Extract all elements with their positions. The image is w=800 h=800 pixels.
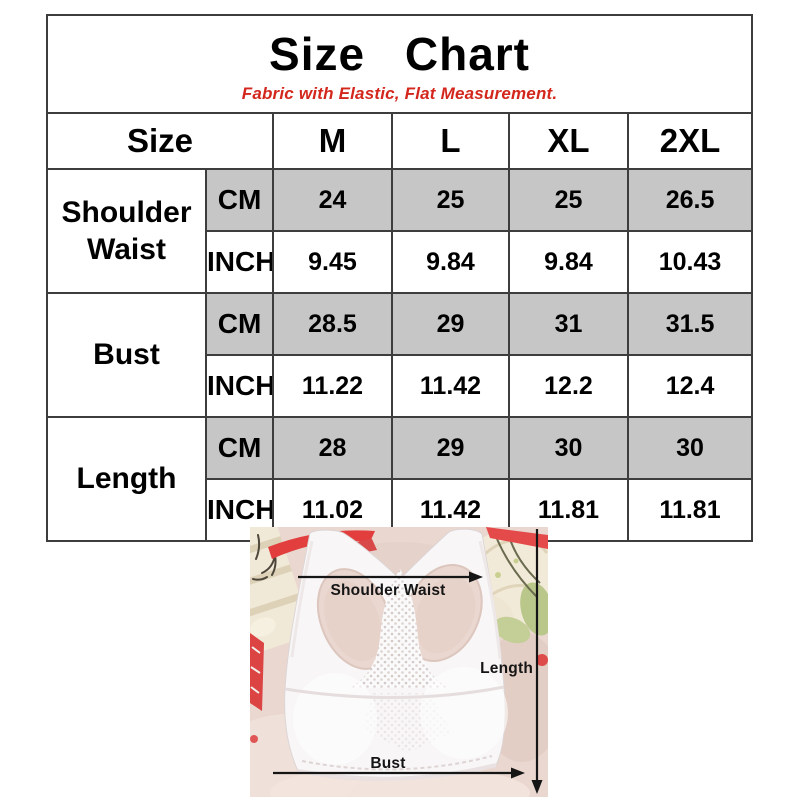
table-row: Length CM 28 29 30 30: [46, 416, 754, 542]
cell-bust-inch-m: 11.22: [272, 354, 393, 418]
row-label-shoulder-waist: Shoulder Waist: [46, 168, 207, 294]
cell-bust-cm-l: 29: [391, 292, 510, 356]
cell-bust-inch-2xl: 12.4: [626, 354, 754, 418]
column-header-m: M: [272, 112, 393, 170]
column-header-size: Size: [46, 112, 274, 170]
cell-shoulder-waist-inch-l: 9.84: [391, 230, 510, 294]
cell-shoulder-waist-inch-2xl: 10.43: [626, 230, 754, 294]
cell-length-inch-2xl: 11.81: [626, 478, 754, 542]
cell-length-cm-m: 28: [272, 416, 393, 480]
title-row: Size Chart Fabric with Elastic, Flat Mea…: [45, 14, 754, 114]
cell-length-cm-l: 29: [391, 416, 510, 480]
cell-shoulder-waist-inch-m: 9.45: [272, 230, 393, 294]
annotation-shoulder-waist: Shoulder Waist: [330, 582, 445, 599]
column-header-l: L: [391, 112, 510, 170]
table-row: INCH 9.45 9.84 9.84 10.43: [47, 230, 754, 294]
unit-cm-bust: CM: [205, 292, 274, 356]
product-photo-illustration: Shoulder Waist Length Bust: [250, 527, 548, 797]
cell-bust-cm-xl: 31: [508, 292, 629, 356]
cell-shoulder-waist-inch-xl: 9.84: [508, 230, 629, 294]
cell-shoulder-waist-cm-l: 25: [391, 168, 510, 232]
photo-sports-bra: [284, 528, 508, 781]
size-chart-table: Size Chart Fabric with Elastic, Flat Mea…: [45, 14, 754, 542]
cell-bust-cm-m: 28.5: [272, 292, 393, 356]
table-row: Bust CM 28.5 29 31 31.5: [46, 292, 754, 418]
column-header-2xl: 2XL: [626, 112, 754, 170]
table-row: Shoulder Waist CM 24 25 25 26.5: [46, 168, 754, 294]
column-header-xl: XL: [508, 112, 629, 170]
title-cell: Size Chart Fabric with Elastic, Flat Mea…: [45, 14, 754, 114]
unit-inch-bust: INCH: [205, 354, 274, 418]
cell-length-inch-xl: 11.81: [508, 478, 629, 542]
table-header-row: Size M L XL 2XL: [46, 112, 754, 170]
cell-shoulder-waist-cm-2xl: 26.5: [626, 168, 754, 232]
row-label-length: Length: [46, 416, 207, 542]
cell-shoulder-waist-cm-xl: 25: [508, 168, 629, 232]
product-photo: Shoulder Waist Length Bust: [250, 527, 548, 797]
cell-bust-inch-l: 11.42: [391, 354, 510, 418]
unit-cm-length: CM: [205, 416, 274, 480]
annotation-length: Length: [480, 660, 533, 677]
cell-bust-cm-2xl: 31.5: [626, 292, 754, 356]
unit-cm-shoulder-waist: CM: [205, 168, 274, 232]
row-label-bust: Bust: [46, 292, 207, 418]
measurement-arrows: [273, 529, 543, 794]
cell-length-cm-2xl: 30: [626, 416, 754, 480]
table-row: INCH 11.22 11.42 12.2 12.4: [47, 354, 754, 418]
annotation-bust: Bust: [370, 755, 405, 772]
page-subtitle: Fabric with Elastic, Flat Measurement.: [241, 83, 558, 103]
cell-bust-inch-xl: 12.2: [508, 354, 629, 418]
cell-length-cm-xl: 30: [508, 416, 629, 480]
cell-shoulder-waist-cm-m: 24: [272, 168, 393, 232]
unit-inch-shoulder-waist: INCH: [205, 230, 274, 294]
page-title: Size Chart: [269, 28, 530, 81]
